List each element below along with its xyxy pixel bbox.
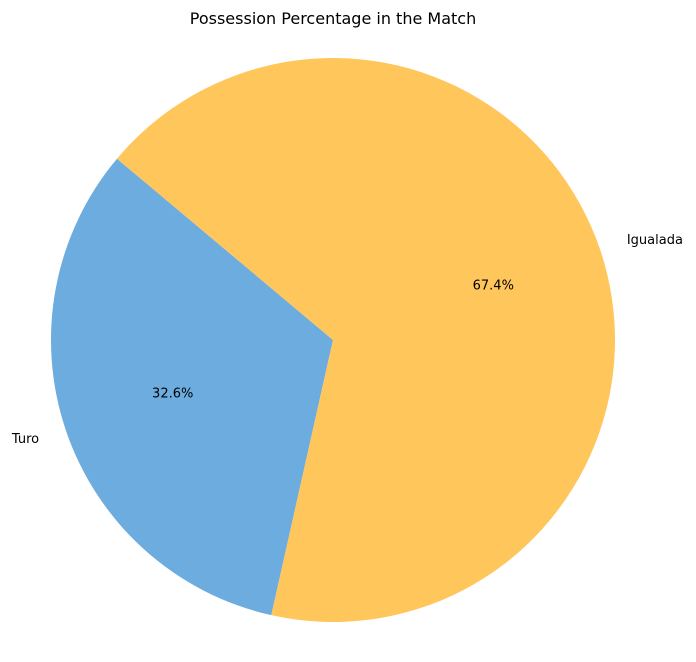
chart-title: Possession Percentage in the Match (190, 9, 476, 28)
pie-slice-igualada (116, 58, 615, 623)
slice-percent-igualada: 67.4% (473, 278, 514, 293)
slice-label-igualada: Igualada (627, 233, 683, 248)
pie-slices (50, 58, 615, 623)
pie-labels: Turo 32.6% Igualada 67.4% (11, 233, 683, 447)
pie-slice-turo (50, 158, 334, 616)
slice-percent-turo: 32.6% (152, 387, 193, 402)
slice-label-turo: Turo (11, 432, 39, 447)
